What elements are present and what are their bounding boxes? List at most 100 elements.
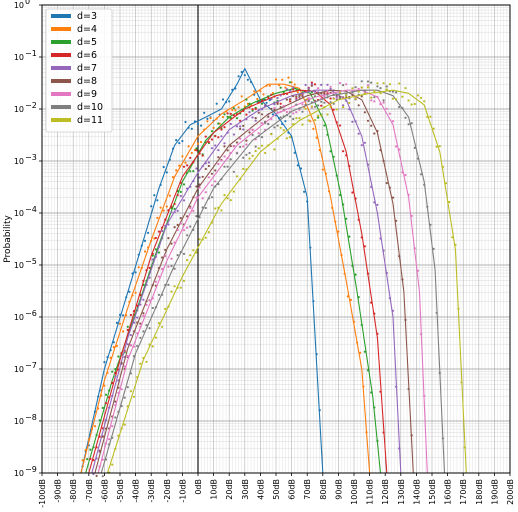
x-tick-label: 170dB [459, 479, 468, 505]
data-point [410, 434, 413, 437]
data-point [157, 266, 161, 270]
data-point [285, 114, 288, 117]
data-point [97, 395, 100, 398]
data-point [226, 131, 229, 134]
data-point [220, 135, 223, 138]
data-point [293, 151, 296, 154]
data-point [111, 425, 114, 428]
data-point [304, 83, 307, 87]
data-point [365, 431, 368, 434]
data-point [195, 251, 198, 254]
data-point [182, 252, 186, 255]
data-point [301, 123, 304, 126]
data-point [295, 95, 298, 98]
data-point [139, 325, 142, 328]
data-point [167, 283, 170, 286]
data-point [385, 107, 388, 110]
data-point [304, 107, 307, 110]
data-point [260, 113, 264, 116]
data-point [97, 407, 100, 410]
data-point [410, 122, 413, 125]
data-point [317, 104, 320, 107]
y-tick-exponent: −5 [25, 257, 37, 266]
y-tick-label: 10 [14, 1, 24, 10]
data-point [363, 111, 366, 114]
data-point [101, 475, 104, 478]
data-point [154, 236, 157, 240]
data-point [315, 136, 318, 139]
x-tick-label: 190dB [490, 479, 499, 505]
data-point [229, 151, 232, 155]
data-point [288, 89, 292, 93]
data-point [223, 126, 226, 129]
data-point [117, 391, 120, 394]
data-point [204, 135, 207, 138]
data-point [145, 324, 148, 327]
data-point [226, 115, 229, 118]
data-point [232, 145, 235, 148]
x-tick-label: 180dB [475, 479, 484, 505]
data-point [117, 434, 120, 437]
data-point [438, 371, 441, 375]
data-point [288, 136, 292, 139]
data-point [154, 248, 157, 251]
data-point [98, 449, 101, 452]
data-point [270, 93, 273, 96]
data-point [161, 229, 164, 233]
data-point [312, 300, 315, 303]
x-tick-label: 80dB [319, 479, 328, 500]
data-point [104, 442, 108, 445]
data-point [248, 151, 251, 155]
data-point [366, 80, 370, 83]
data-point [229, 145, 232, 148]
data-point [112, 341, 115, 344]
legend-label: d=9 [77, 89, 97, 100]
data-point [360, 86, 363, 89]
data-point [173, 211, 176, 214]
data-point [317, 92, 320, 95]
data-point [345, 94, 348, 97]
data-point [395, 219, 398, 222]
data-point [279, 94, 282, 97]
data-point [189, 254, 192, 257]
legend: d=3 d=4 d=5 d=6 d=7 d=8 d=9 d=10 d=11 [45, 8, 113, 133]
data-point [237, 75, 240, 78]
data-point [134, 271, 137, 274]
legend-swatch [51, 14, 71, 18]
data-point [90, 427, 93, 430]
y-tick-exponent: −2 [25, 101, 37, 110]
data-point [426, 115, 429, 119]
data-point [164, 224, 167, 227]
data-point [242, 128, 245, 131]
data-point [398, 148, 401, 151]
data-point [391, 97, 395, 100]
y-tick-label: 10 [14, 53, 24, 62]
data-point [147, 231, 150, 234]
data-point [184, 161, 187, 164]
data-point [310, 105, 313, 108]
data-point [165, 205, 168, 208]
data-point [123, 365, 126, 368]
data-point [189, 206, 192, 210]
data-point [181, 155, 184, 158]
data-point [307, 97, 310, 100]
data-point [282, 129, 285, 132]
data-point [214, 185, 217, 188]
data-point [357, 104, 360, 107]
data-point [87, 438, 90, 441]
data-point [379, 103, 382, 106]
data-point [267, 123, 270, 126]
data-point [196, 122, 200, 125]
data-point [164, 218, 167, 221]
data-point [217, 183, 220, 186]
data-point [120, 427, 123, 430]
series-d=7 [91, 83, 402, 476]
data-point [348, 101, 351, 104]
data-point [270, 98, 273, 101]
data-point [220, 209, 223, 212]
x-tick-label: -100dB [38, 479, 47, 508]
data-point [143, 239, 147, 242]
data-point [220, 159, 223, 162]
x-tick-label: -10dB [178, 479, 187, 503]
y-tick-exponent: −4 [25, 205, 37, 214]
